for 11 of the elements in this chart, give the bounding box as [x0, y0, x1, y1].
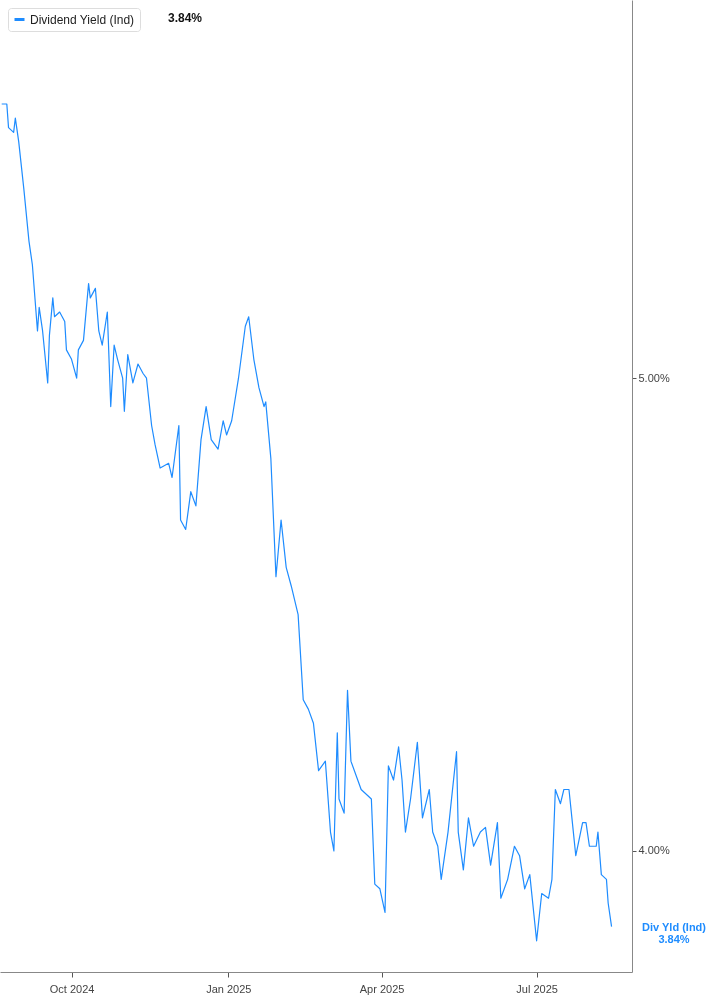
line-series: [1, 103, 613, 942]
y-tick-label: 4.00%: [638, 844, 670, 857]
y-tick-label: 5.00%: [638, 371, 670, 384]
legend-label: Dividend Yield (Ind): [30, 12, 135, 27]
x-tick-label: Apr 2025: [359, 982, 405, 995]
text: 3.84%: [658, 933, 690, 945]
x-tick-label: Jul 2025: [516, 982, 558, 995]
text: Div Yld (Ind): [642, 921, 707, 933]
x-tick-label: Oct 2024: [49, 982, 95, 995]
annotation: 3.84%: [168, 11, 203, 25]
x-tick-label: Jan 2025: [206, 982, 252, 995]
